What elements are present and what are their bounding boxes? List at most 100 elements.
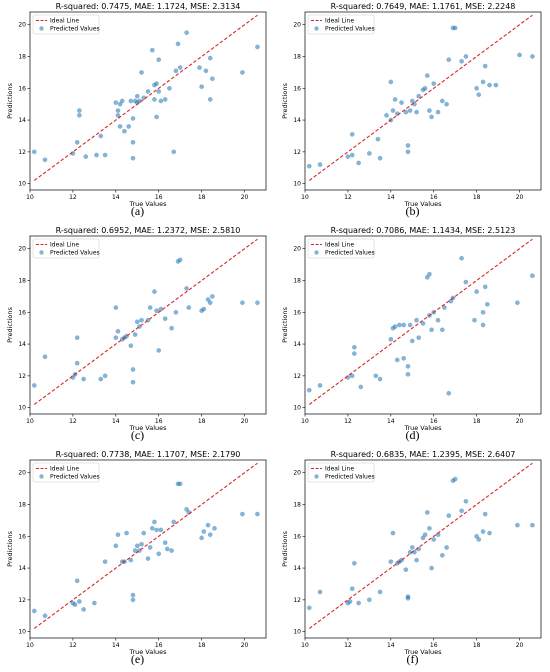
data-point [167, 85, 172, 91]
x-tick-label: 20 [516, 194, 524, 201]
data-point [446, 390, 452, 396]
data-point [115, 532, 121, 538]
x-axis-label: True Values [403, 200, 442, 208]
data-point [482, 511, 488, 517]
data-point [459, 255, 464, 261]
data-point [463, 279, 469, 285]
data-point [480, 79, 486, 85]
data-point [435, 109, 441, 115]
x-tick-label: 20 [516, 642, 524, 649]
y-tick-label: 14 [18, 341, 26, 348]
data-point [240, 300, 245, 306]
data-point [459, 58, 464, 64]
x-tick-label: 18 [198, 194, 206, 201]
data-point [173, 309, 179, 315]
data-point [134, 543, 140, 549]
data-point [407, 322, 413, 328]
y-tick-label: 20 [293, 246, 301, 253]
data-point [154, 308, 159, 314]
data-point [480, 529, 486, 534]
data-point [113, 543, 119, 549]
data-point [128, 557, 134, 563]
x-tick-label: 10 [301, 194, 309, 201]
y-tick-label: 18 [18, 278, 26, 285]
y-tick-label: 20 [18, 22, 26, 29]
y-tick-label: 14 [293, 117, 301, 124]
y-axis-label: Predictions [6, 307, 14, 343]
data-point [409, 545, 415, 550]
panel-caption: (e) [130, 652, 145, 666]
data-point [147, 545, 153, 550]
x-tick-label: 20 [241, 642, 249, 649]
data-point [422, 85, 428, 91]
data-point [199, 84, 204, 90]
data-point [403, 567, 409, 573]
chart-title: R-squared: 0.7738, MAE: 1.1707, MSE: 2.1… [56, 450, 241, 459]
panel-caption: (f) [406, 652, 419, 666]
data-point [74, 578, 80, 584]
data-point [175, 41, 181, 47]
data-point [474, 85, 479, 91]
data-point [171, 519, 177, 525]
ideal-line [33, 14, 258, 181]
data-point [162, 540, 168, 545]
data-point [530, 522, 535, 528]
y-tick-label: 12 [18, 597, 26, 604]
chart-title: R-squared: 0.6835, MAE: 1.2395, MSE: 2.6… [331, 450, 516, 459]
data-point [390, 530, 396, 536]
data-point [405, 363, 411, 369]
data-point [431, 81, 437, 86]
data-point [83, 154, 89, 159]
data-point [482, 284, 488, 290]
data-point [98, 133, 104, 139]
y-tick-label: 20 [18, 470, 26, 477]
legend-label-predicted-values: Predicted Values [325, 26, 375, 33]
data-point [474, 533, 479, 539]
data-point [122, 128, 127, 134]
data-point [210, 76, 215, 82]
data-point [403, 109, 409, 115]
data-point [42, 613, 48, 619]
data-point [375, 136, 381, 142]
data-point [349, 132, 355, 137]
data-point [487, 82, 492, 88]
plot-frame [304, 11, 542, 191]
data-point [388, 336, 394, 342]
data-point [177, 481, 183, 487]
data-point [119, 98, 125, 104]
data-point [145, 89, 151, 94]
data-point [139, 70, 144, 75]
y-tick-label: 14 [293, 341, 301, 348]
y-tick-label: 14 [293, 565, 301, 572]
data-point [98, 376, 104, 382]
data-point [493, 82, 499, 88]
data-point [401, 356, 407, 361]
data-point [517, 52, 522, 58]
chart-panel: R-squared: 0.7086, MAE: 1.1434, MSE: 2.5… [275, 224, 550, 448]
data-point [377, 376, 383, 382]
data-point [210, 294, 215, 299]
data-point [147, 305, 153, 310]
y-tick-label: 16 [293, 533, 301, 540]
data-point [130, 116, 136, 121]
data-point [422, 532, 428, 538]
data-point [74, 360, 80, 366]
data-point [139, 541, 144, 547]
data-point [134, 93, 140, 99]
data-point [130, 139, 136, 145]
data-point [367, 151, 372, 156]
data-point [74, 335, 80, 341]
ideal-line [33, 462, 258, 629]
data-point [152, 519, 157, 525]
data-point [515, 522, 520, 528]
y-axis-label: Predictions [281, 83, 289, 119]
data-point [156, 89, 162, 94]
data-point [377, 155, 383, 161]
data-point [102, 152, 108, 158]
data-point [414, 557, 419, 563]
y-tick-label: 16 [293, 85, 301, 92]
data-point [435, 317, 441, 323]
y-tick-label: 14 [18, 565, 26, 572]
